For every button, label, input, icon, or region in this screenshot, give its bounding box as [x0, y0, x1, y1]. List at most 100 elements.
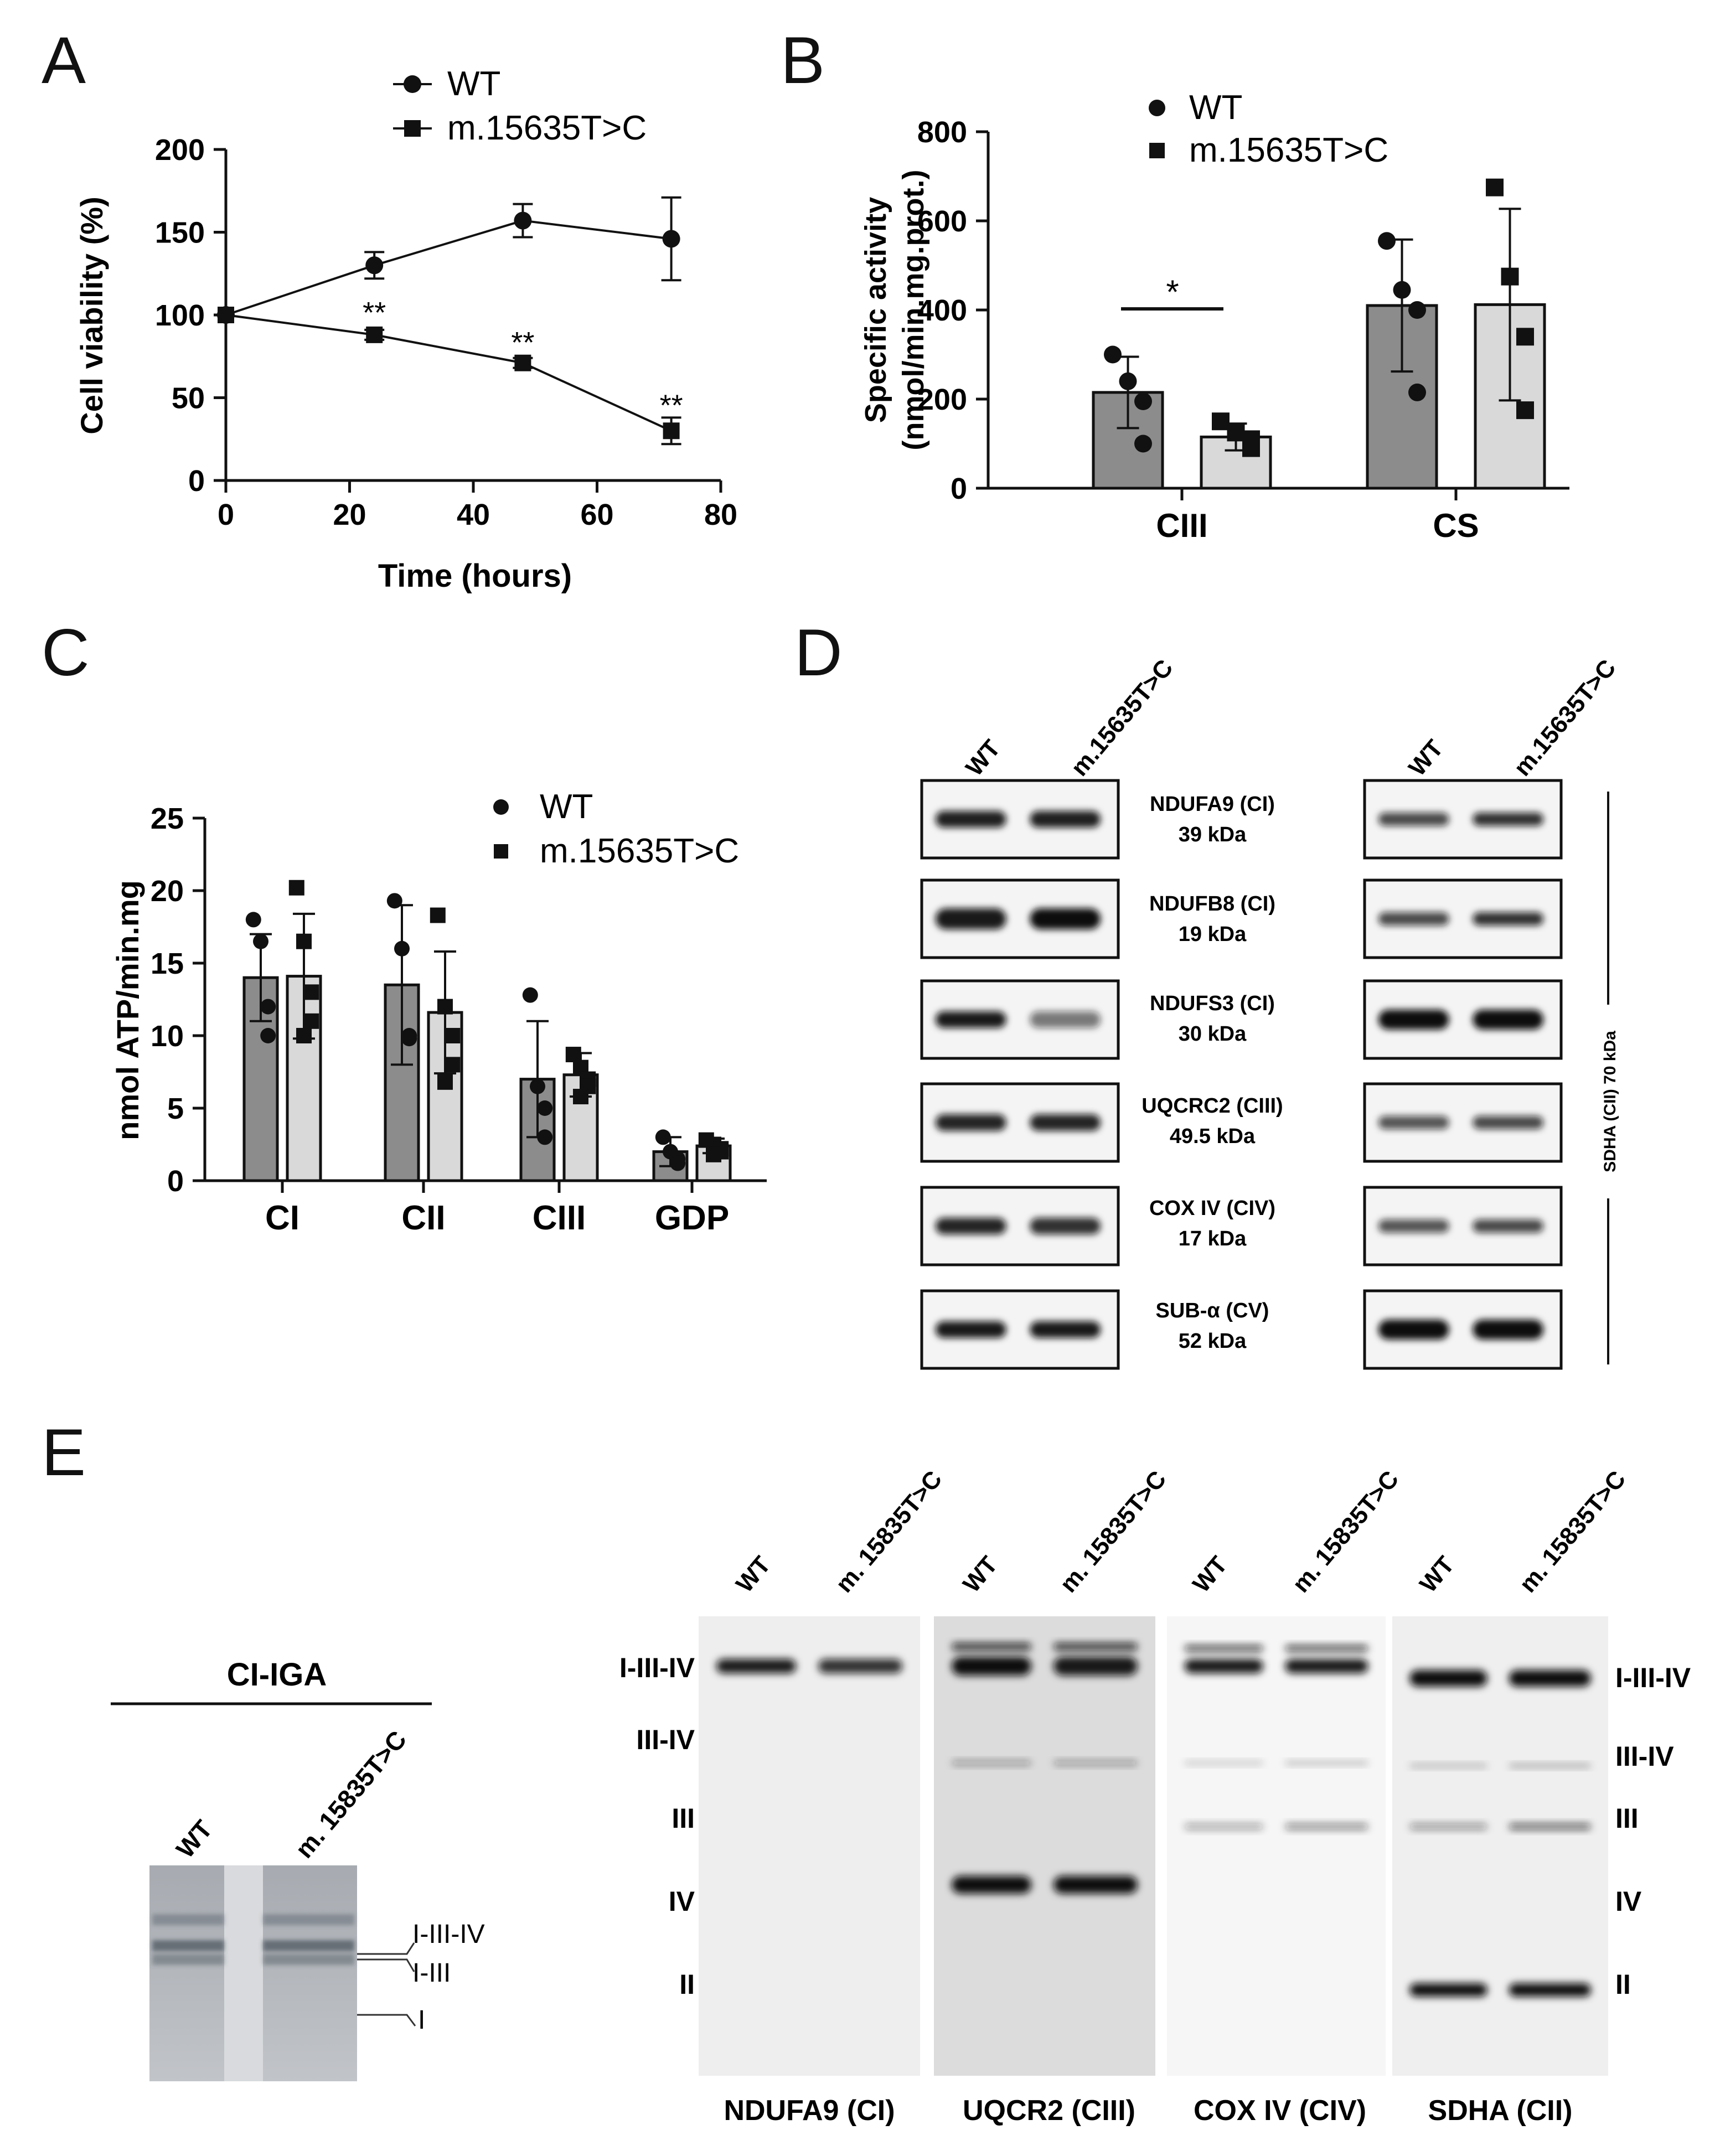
e-iga-title: CI-IGA	[227, 1657, 327, 1693]
b-ytick-label-2: 400	[917, 294, 967, 327]
c-point-1-2-4	[573, 1089, 588, 1105]
a-point-0-2	[514, 211, 532, 230]
e-blot-3-band-wt-2	[1409, 1823, 1487, 1830]
d-label-2: NDUFS3 (CI) 30 kDa	[1150, 992, 1275, 1046]
svg-text:SUB-α (CV): SUB-α (CV)	[1156, 1299, 1269, 1322]
e-iga-band-label-2: I	[418, 2005, 425, 2035]
c-point-1-1-0	[430, 907, 446, 923]
chart-c-ylabel: nmol ATP/min.mg	[110, 880, 145, 1140]
e-iga-leader-1	[357, 1958, 415, 1972]
d-left-blot-2-band-mut	[1030, 1011, 1101, 1028]
c-point-0-2-3	[537, 1129, 553, 1145]
e-right-label-2: III	[1615, 1803, 1639, 1834]
c-point-0-1-3	[401, 1031, 417, 1047]
a-xtick-label-3: 60	[580, 498, 613, 531]
e-blot2-lane-wt: WT	[1187, 1551, 1233, 1597]
a-point-0-1	[365, 256, 384, 275]
e-blot-2-band-mut-1	[1285, 1645, 1368, 1652]
b-significance-star: *	[1166, 273, 1179, 311]
c-point-1-2-0	[565, 1047, 581, 1063]
c-point-1-0-2	[303, 984, 319, 1000]
a-ytick-label-1: 50	[172, 382, 205, 415]
b-point-1-1-0	[1486, 178, 1504, 197]
c-category-label-2: CIII	[533, 1199, 586, 1237]
a-annotation-0: **	[363, 296, 386, 329]
e-right-label-1: III-IV	[1615, 1741, 1674, 1772]
a-ytick-label-2: 100	[155, 299, 205, 332]
b-ytick-label-3: 600	[917, 205, 967, 238]
a-annotation-2: **	[660, 389, 683, 422]
e-left-label-2: III	[672, 1803, 695, 1834]
chart-b-ylabel2: (nmol/min.mg.prot.)	[897, 170, 930, 451]
e-caption-0: NDUFA9 (CI)	[724, 2095, 895, 2127]
svg-text:UQCRC2 (CIII): UQCRC2 (CIII)	[1141, 1094, 1283, 1118]
e-blot-1-band-mut-0	[1053, 1657, 1138, 1676]
e-left-label-0: I-III-IV	[619, 1652, 695, 1683]
chart-b-legend-wt: WT	[1189, 89, 1242, 127]
a-xtick-label-4: 80	[704, 498, 737, 531]
e-right-label-0: I-III-IV	[1615, 1662, 1691, 1693]
c-point-1-0-4	[296, 1028, 312, 1043]
e-blot-3-band-mut-0	[1509, 1670, 1591, 1687]
e-iga-band-mut-1	[263, 1940, 354, 1951]
e-blot-0-band-wt-0	[716, 1659, 796, 1673]
chart-b: 0 200 400 600 800 CIII CS * Specific activity (…	[859, 89, 1569, 544]
c-point-0-0-0	[245, 912, 261, 928]
d-right-blot-4-band-mut	[1473, 1219, 1544, 1233]
a-ytick-label-3: 150	[155, 216, 205, 250]
e-blot-1-band-wt-3	[952, 1876, 1031, 1894]
c-point-1-0-3	[303, 1013, 319, 1029]
d-right-lane-mut: m.15635T>C	[1509, 654, 1621, 781]
svg-text:49.5 kDa: 49.5 kDa	[1170, 1125, 1256, 1148]
c-ytick-label-3: 15	[151, 947, 184, 980]
a-ytick-label-4: 200	[155, 133, 205, 167]
d-left-blot-0-band-wt	[935, 811, 1006, 828]
d-left-blot-4-band-wt	[935, 1218, 1006, 1234]
a-legend-marker-mut	[404, 120, 421, 137]
a-point-1-0	[218, 307, 234, 323]
d-right-blot-4-band-wt	[1378, 1219, 1449, 1233]
b-legend-marker-wt	[1149, 100, 1165, 116]
e-blot-3-band-mut-2	[1509, 1823, 1591, 1830]
e-blot-2-band-mut-0	[1285, 1659, 1368, 1673]
e-blot1-lane-wt: WT	[958, 1551, 1003, 1597]
a-point-0-3	[662, 230, 680, 248]
b-category-label-0: CIII	[1156, 507, 1207, 544]
d-right-blot-2-band-mut	[1473, 1010, 1544, 1030]
c-point-0-0-1	[253, 933, 268, 949]
d-left-blot-0-band-mut	[1030, 811, 1101, 828]
b-ytick-label-4: 800	[917, 116, 967, 149]
a-legend-marker-wt	[404, 75, 421, 93]
b-point-0-1-3	[1408, 383, 1426, 401]
e-blot-3-band-wt-3	[1409, 1983, 1487, 1997]
e-iga-band-wt-1	[152, 1940, 224, 1951]
d-label-1: NDUFB8 (CI) 19 kDa	[1149, 892, 1275, 946]
c-point-1-1-4	[437, 1074, 453, 1090]
a-xtick-label-1: 20	[333, 498, 366, 531]
c-ytick-label-5: 25	[151, 802, 184, 835]
c-point-0-3-0	[655, 1129, 671, 1145]
d-right-blot-2-band-wt	[1378, 1010, 1449, 1030]
e-caption-2: COX IV (CIV)	[1194, 2095, 1366, 2127]
c-point-1-1-2	[445, 1028, 461, 1043]
chart-c-legend-mut: m.15635T>C	[540, 832, 739, 870]
d-left-blot-3-band-mut	[1030, 1114, 1101, 1131]
c-ytick-label-4: 20	[151, 875, 184, 908]
panel-letter-d: D	[794, 616, 843, 690]
b-point-0-0-3	[1134, 435, 1152, 453]
d-right-blot-5-band-mut	[1473, 1320, 1544, 1340]
d-label-4: COX IV (CIV) 17 kDa	[1149, 1197, 1275, 1250]
chart-a-legend-wt: WT	[447, 65, 500, 103]
e-blot-2-band-mut-2	[1285, 1761, 1368, 1765]
d-left-blot-1-band-mut	[1030, 908, 1101, 929]
e-right-label-3: IV	[1615, 1886, 1642, 1917]
svg-text:NDUFS3 (CI): NDUFS3 (CI)	[1150, 992, 1275, 1015]
e-blot3-lane-wt: WT	[1414, 1551, 1460, 1597]
chart-a-xlabel: Time (hours)	[378, 558, 572, 594]
svg-text:17 kDa: 17 kDa	[1179, 1227, 1247, 1250]
e-blot-3-bg	[1392, 1616, 1608, 2076]
chart-a-ylabel: Cell viability (%)	[74, 197, 109, 434]
svg-text:19 kDa: 19 kDa	[1179, 923, 1247, 946]
d-right-blot-1-band-wt	[1378, 912, 1449, 926]
c-category-label-1: CII	[401, 1199, 445, 1237]
